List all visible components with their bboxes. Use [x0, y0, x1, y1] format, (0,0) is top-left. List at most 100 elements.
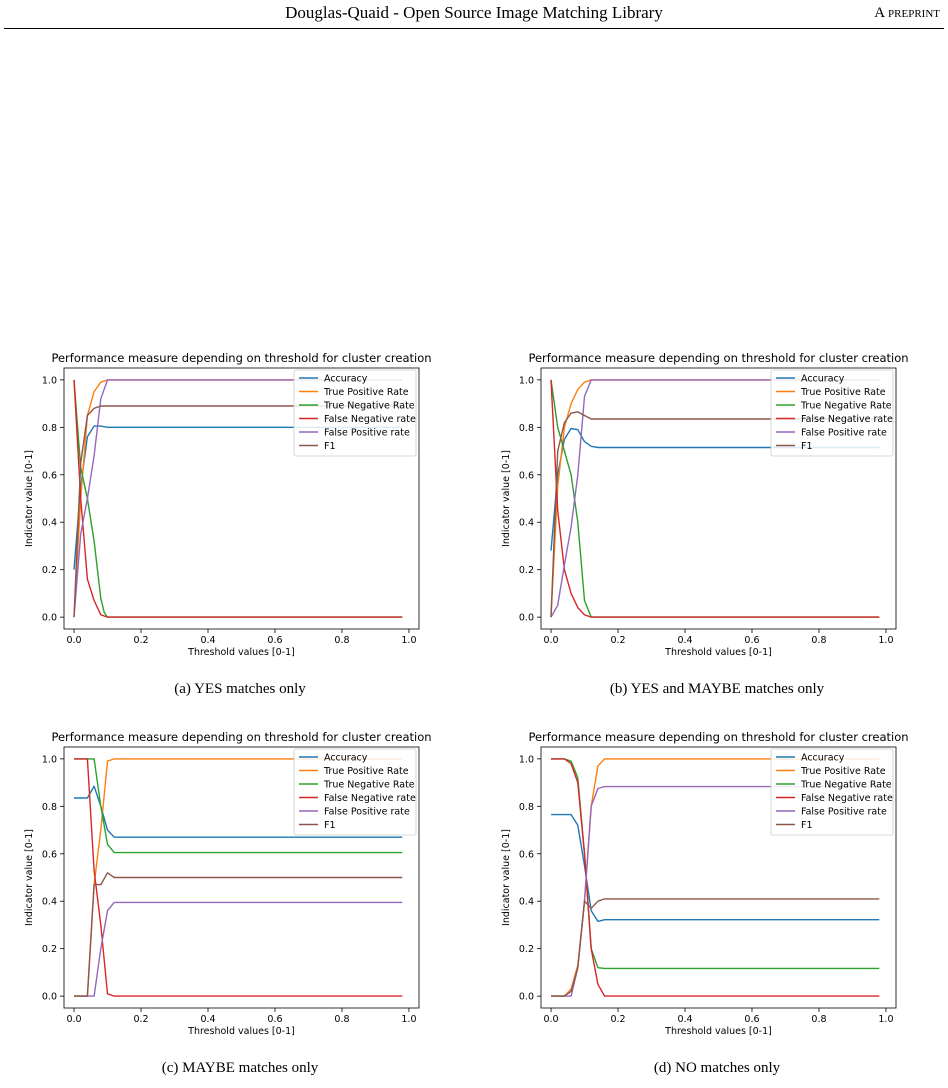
x-tick-label: 1.0	[401, 1014, 416, 1025]
y-tick-label: 0.4	[42, 518, 57, 529]
x-axis-label: Threshold values [0-1]	[664, 1026, 772, 1037]
x-axis-label: Threshold values [0-1]	[187, 1026, 295, 1037]
legend-label-f1: F1	[324, 441, 336, 452]
x-tick-label: 0.2	[610, 635, 625, 646]
series-line-true-negative-rate	[74, 758, 403, 854]
legend-label-true-positive-rate: True Positive Rate	[800, 387, 886, 398]
x-tick-label: 0.2	[610, 1014, 625, 1025]
figure-a: Performance measure depending on thresho…	[20, 348, 460, 670]
figure-c: Performance measure depending on thresho…	[20, 727, 460, 1049]
chart-c: Performance measure depending on thresho…	[24, 730, 432, 1037]
legend-box	[293, 748, 417, 836]
y-axis-label: Indicator value [0-1]	[501, 450, 512, 547]
y-tick-label: 0.8	[42, 802, 57, 813]
figure-b: Performance measure depending on thresho…	[497, 348, 937, 670]
y-tick-label: 0.6	[42, 470, 57, 481]
x-tick-label: 0.4	[677, 635, 692, 646]
y-tick-label: 0.6	[519, 849, 534, 860]
y-tick-label: 0.0	[42, 992, 57, 1003]
chart-title: Performance measure depending on thresho…	[51, 351, 431, 365]
legend: Accuracy True Positive Rate True Negative …	[770, 748, 894, 836]
y-tick-label: 0.4	[42, 897, 57, 908]
series-line-false-negative-rate	[551, 758, 880, 997]
legend-label-f1: F1	[801, 441, 813, 452]
plot-frame	[63, 367, 420, 630]
x-tick-label: 0.6	[744, 635, 759, 646]
legend-label-accuracy: Accuracy	[801, 374, 845, 385]
y-tick-label: 0.0	[42, 613, 57, 624]
legend-label-true-negative-rate: True Negative Rate	[800, 780, 892, 791]
series-line-false-positive-rate	[74, 901, 403, 997]
y-tick-label: 0.4	[519, 518, 534, 529]
x-axis-label: Threshold values [0-1]	[187, 647, 295, 658]
legend-box	[770, 748, 894, 836]
y-tick-label: 0.6	[42, 849, 57, 860]
y-tick-label: 0.0	[519, 992, 534, 1003]
legend-label-false-negative-rate: False Negative rate	[801, 793, 893, 804]
caption-a: (a) YES matches only	[174, 681, 306, 697]
series-line-accuracy	[551, 813, 880, 923]
y-axis-label: Indicator value [0-1]	[24, 450, 35, 547]
figure-d: Performance measure depending on thresho…	[497, 727, 937, 1049]
preprint-tag: A preprint	[874, 5, 940, 21]
legend: Accuracy True Positive Rate True Negative …	[293, 748, 417, 836]
chart-a: Performance measure depending on thresho…	[24, 351, 432, 658]
series-line-f1	[74, 872, 403, 997]
y-tick-label: 1.0	[519, 754, 534, 765]
legend-label-true-positive-rate: True Positive Rate	[323, 766, 409, 777]
caption-d: (d) NO matches only	[653, 1060, 781, 1076]
legend-label-false-negative-rate: False Negative rate	[324, 414, 416, 425]
y-tick-label: 0.8	[519, 802, 534, 813]
legend-label-f1: F1	[324, 820, 336, 831]
legend-label-true-positive-rate: True Positive Rate	[323, 387, 409, 398]
page-header: Douglas-Quaid - Open Source Image Matchi…	[4, 0, 944, 29]
series-line-false-positive-rate	[73, 379, 403, 618]
y-tick-label: 0.2	[42, 565, 57, 576]
series-line-true-positive-rate	[550, 379, 880, 618]
plot-frame	[63, 746, 420, 1009]
x-tick-label: 0.4	[200, 635, 215, 646]
legend: Accuracy True Positive Rate True Negative …	[770, 369, 894, 457]
x-tick-label: 0.6	[267, 635, 282, 646]
legend-label-false-positive-rate: False Positive rate	[801, 428, 887, 439]
x-tick-label: 0.8	[811, 635, 826, 646]
legend-label-false-negative-rate: False Negative rate	[324, 793, 416, 804]
y-tick-label: 1.0	[42, 754, 57, 765]
legend-label-true-positive-rate: True Positive Rate	[800, 766, 886, 777]
y-tick-label: 0.2	[519, 565, 534, 576]
legend-label-true-negative-rate: True Negative Rate	[800, 401, 892, 412]
x-tick-label: 0.8	[334, 635, 349, 646]
y-tick-label: 0.0	[519, 613, 534, 624]
legend-label-false-positive-rate: False Positive rate	[324, 807, 410, 818]
x-tick-label: 1.0	[401, 635, 416, 646]
x-tick-label: 0.8	[811, 1014, 826, 1025]
legend: Accuracy True Positive Rate True Negative …	[293, 369, 417, 457]
series-line-false-negative-rate	[74, 758, 403, 997]
y-axis-label: Indicator value [0-1]	[24, 829, 35, 926]
series-line-f1	[550, 411, 880, 618]
x-tick-label: 0.4	[200, 1014, 215, 1025]
x-tick-label: 0.4	[677, 1014, 692, 1025]
series-line-f1	[551, 898, 880, 997]
legend-label-false-positive-rate: False Positive rate	[801, 807, 887, 818]
plot-frame	[540, 746, 897, 1009]
chart-title: Performance measure depending on thresho…	[528, 351, 908, 365]
y-tick-label: 1.0	[519, 375, 534, 386]
x-axis-label: Threshold values [0-1]	[664, 647, 772, 658]
legend-label-true-negative-rate: True Negative Rate	[323, 780, 415, 791]
y-tick-label: 1.0	[42, 375, 57, 386]
legend-label-accuracy: Accuracy	[801, 753, 845, 764]
caption-c: (c) MAYBE matches only	[161, 1060, 319, 1076]
y-tick-label: 0.6	[519, 470, 534, 481]
x-tick-label: 0.2	[133, 635, 148, 646]
x-tick-label: 0.0	[543, 1014, 558, 1025]
plot-frame	[540, 367, 897, 630]
y-tick-label: 0.2	[42, 944, 57, 955]
legend-box	[293, 369, 417, 457]
running-title: Douglas-Quaid - Open Source Image Matchi…	[285, 3, 663, 22]
legend-label-accuracy: Accuracy	[324, 753, 368, 764]
series-line-false-negative-rate	[73, 379, 403, 618]
chart-d: Performance measure depending on thresho…	[501, 730, 909, 1037]
chart-title: Performance measure depending on thresho…	[51, 730, 431, 744]
x-tick-label: 1.0	[878, 1014, 893, 1025]
